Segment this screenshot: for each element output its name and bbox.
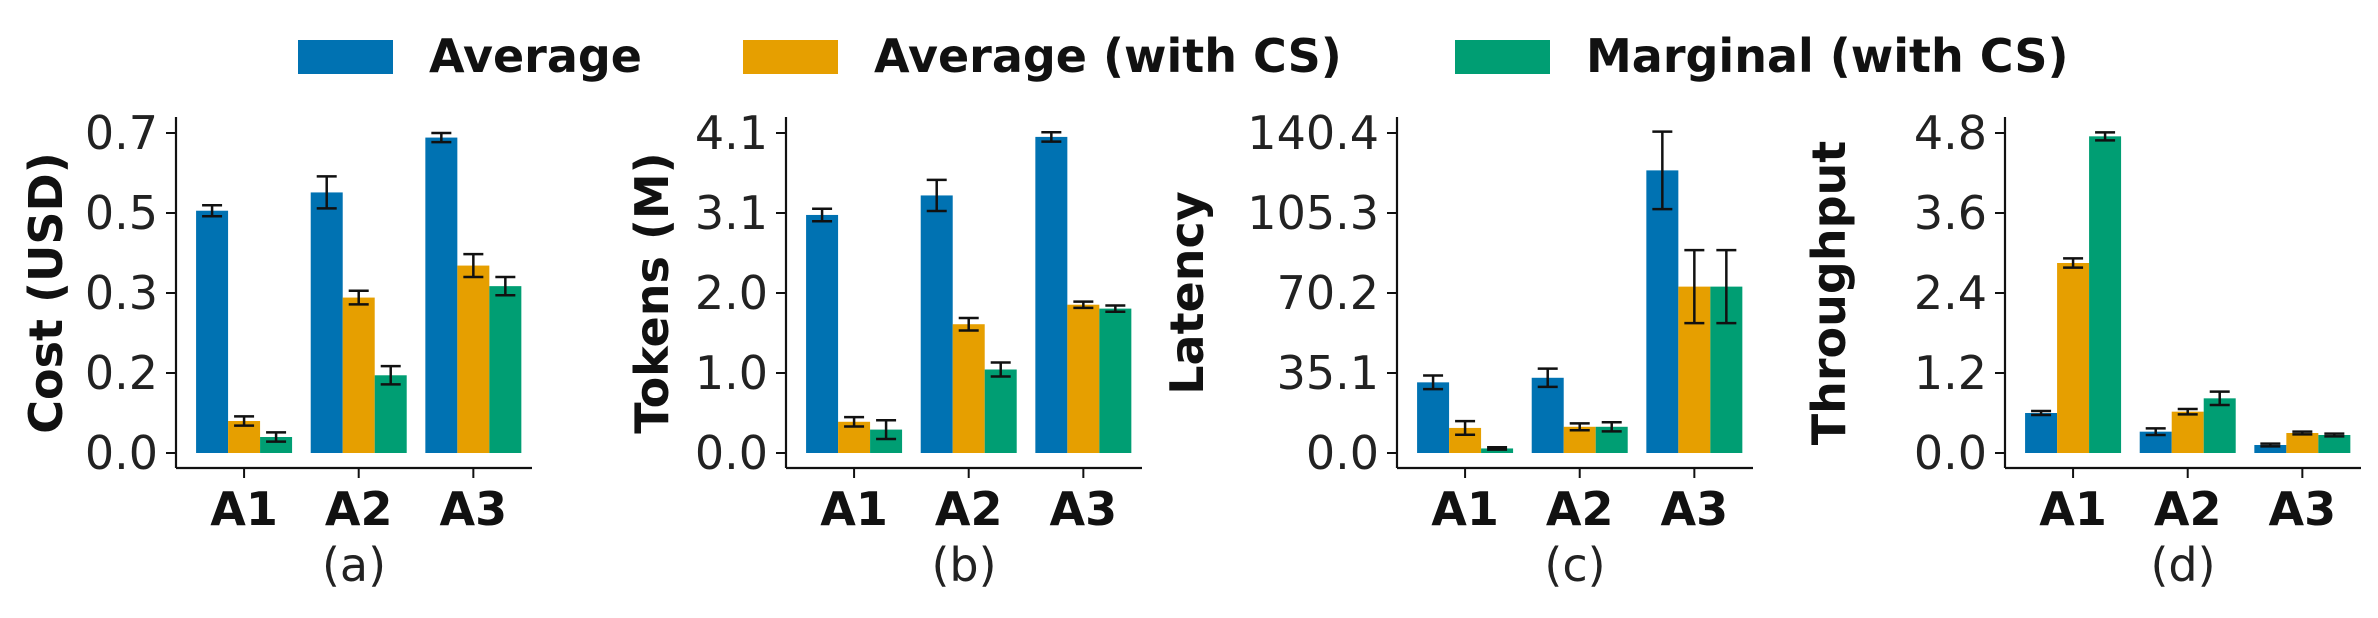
bar-a2-1 xyxy=(952,324,985,453)
bar-a1-0 xyxy=(806,214,839,453)
bar-a1-2 xyxy=(870,429,903,453)
y-tick-label: 0.7 xyxy=(85,106,158,160)
bar-a2-2 xyxy=(374,375,407,453)
x-tick-label: A2 xyxy=(1546,482,1614,536)
bar-a2-1 xyxy=(342,297,375,453)
y-tick-label: 0.3 xyxy=(85,266,158,320)
x-tick-label: A3 xyxy=(440,482,508,536)
y-tick-label: 0.5 xyxy=(85,186,158,240)
x-tick-label: A1 xyxy=(1431,482,1499,536)
x-tick-label: A1 xyxy=(2039,482,2107,536)
legend-swatch-1 xyxy=(743,40,838,74)
y-tick-label: 0.0 xyxy=(85,426,158,480)
legend-swatch-2 xyxy=(1455,40,1550,74)
bar-a3-2 xyxy=(489,286,522,453)
y-tick-label: 105.3 xyxy=(1247,186,1379,240)
bar-a2-2 xyxy=(984,369,1017,453)
bar-a3-0 xyxy=(1035,136,1068,453)
y-tick-label: 3.6 xyxy=(1914,186,1987,240)
bar-a3-1 xyxy=(457,265,490,453)
y-tick-label: 140.4 xyxy=(1247,106,1379,160)
y-tick-label: 0.0 xyxy=(1306,426,1379,480)
y-tick-label: 4.1 xyxy=(695,106,768,160)
bar-a3-0 xyxy=(2254,445,2287,453)
y-tick-label: 4.8 xyxy=(1914,106,1987,160)
panel-label: (a) xyxy=(322,538,386,592)
y-tick-label: 0.0 xyxy=(695,426,768,480)
bar-a1-0 xyxy=(196,210,229,453)
y-tick-label: 2.4 xyxy=(1914,266,1987,320)
legend-label-0: Average xyxy=(429,29,642,83)
x-tick-label: A3 xyxy=(1661,482,1729,536)
x-tick-label: A2 xyxy=(935,482,1003,536)
legend-label-2: Marginal (with CS) xyxy=(1586,29,2069,83)
x-tick-label: A3 xyxy=(1050,482,1118,536)
bar-a3-1 xyxy=(1067,304,1100,453)
bar-a1-2 xyxy=(2089,136,2122,454)
y-tick-label: 35.1 xyxy=(1277,346,1379,400)
panel-label: (c) xyxy=(1544,538,1605,592)
chart-panel-3: 0.0 1.2 2.4 3.6 4.8 Throughput A1 A2 A3 (d) xyxy=(1802,106,2361,592)
x-tick-label: A3 xyxy=(2269,482,2337,536)
legend-label-1: Average (with CS) xyxy=(874,29,1342,83)
bar-a2-1 xyxy=(2171,411,2204,453)
y-tick-label: 3.1 xyxy=(695,186,768,240)
y-tick-label: 2.0 xyxy=(695,266,768,320)
bar-a2-2 xyxy=(2203,398,2236,453)
y-axis-title: Latency xyxy=(1160,191,1214,395)
bar-a2-0 xyxy=(920,195,953,453)
bar-a2-0 xyxy=(1531,377,1564,453)
bar-a3-0 xyxy=(1646,170,1679,454)
panel-label: (b) xyxy=(931,538,996,592)
x-tick-label: A2 xyxy=(325,482,393,536)
bar-a3-2 xyxy=(1099,308,1132,453)
bar-a3-1 xyxy=(2286,433,2319,453)
y-axis-title: Cost (USD) xyxy=(19,152,73,433)
bar-a2-0 xyxy=(310,192,343,453)
chart-panel-2: 0.0 35.1 70.2 105.3 140.4 Latency A1 A2 A3 (c) xyxy=(1160,106,1753,592)
bar-a3-0 xyxy=(425,137,458,454)
bar-a3-2 xyxy=(2318,435,2351,453)
y-tick-label: 0.2 xyxy=(85,346,158,400)
panel-label: (d) xyxy=(2150,538,2215,592)
y-tick-label: 1.2 xyxy=(1914,346,1987,400)
y-axis-title: Tokens (M) xyxy=(625,152,679,433)
x-tick-label: A1 xyxy=(820,482,888,536)
legend-swatch-0 xyxy=(298,40,393,74)
bar-a2-0 xyxy=(2139,431,2172,453)
x-tick-label: A1 xyxy=(210,482,278,536)
y-tick-label: 1.0 xyxy=(695,346,768,400)
x-tick-label: A2 xyxy=(2154,482,2222,536)
y-tick-label: 70.2 xyxy=(1277,266,1379,320)
legend: Average Average (with CS) Marginal (with C… xyxy=(298,29,2069,83)
bar-a1-0 xyxy=(2025,413,2058,453)
y-axis-title: Throughput xyxy=(1802,141,1856,446)
y-tick-label: 0.0 xyxy=(1914,426,1987,480)
bar-a1-1 xyxy=(2057,263,2090,453)
bar-a1-0 xyxy=(1417,382,1450,453)
chart-panel-1: 0.0 1.0 2.0 3.1 4.1 Tokens (M) A1 A2 A3 (b) xyxy=(625,106,1142,592)
